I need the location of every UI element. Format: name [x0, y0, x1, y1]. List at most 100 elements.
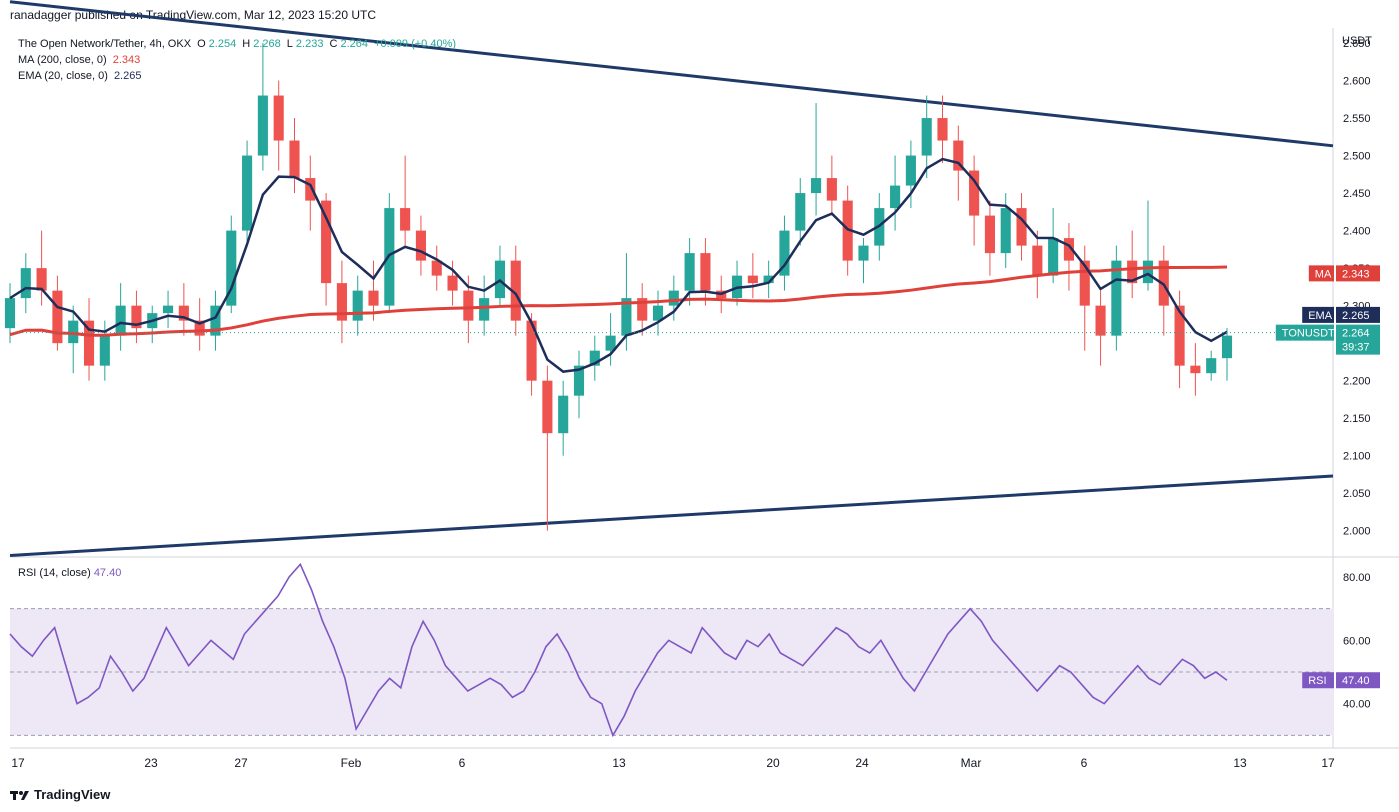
- price-tick-label: 2.600: [1343, 76, 1371, 88]
- candle-body: [305, 178, 316, 201]
- candle-body: [542, 380, 553, 434]
- rsi-tick-label: 60.00: [1343, 635, 1371, 647]
- time-tick-label: 13: [612, 756, 626, 770]
- price-tick-label: 2.200: [1343, 376, 1371, 388]
- price-tick-label: 2.000: [1343, 526, 1371, 538]
- candle-body: [99, 335, 110, 366]
- candle-body: [1048, 238, 1059, 276]
- candle-body: [415, 230, 426, 261]
- open-label: O: [197, 38, 206, 50]
- price-badge-tag: TONUSDT: [1282, 328, 1335, 340]
- time-tick-label: 17: [1321, 756, 1335, 770]
- currency-label: USDT: [1342, 35, 1372, 47]
- candle-body: [1206, 358, 1217, 374]
- candle-body: [589, 350, 600, 366]
- candle-body: [969, 170, 980, 216]
- candle-body: [1000, 208, 1011, 254]
- time-tick-label: 17: [11, 756, 25, 770]
- rsi-tick-label: 40.00: [1343, 699, 1371, 711]
- candle-body: [178, 305, 189, 321]
- candle-body: [1079, 260, 1090, 306]
- candle-body: [921, 118, 932, 156]
- candle-body: [858, 245, 869, 261]
- candle-body: [1221, 335, 1233, 359]
- candle-body: [273, 95, 284, 141]
- ema20-line: [9, 157, 1228, 373]
- symbol-row[interactable]: The Open Network/Tether, 4h, OKX O 2.254 …: [18, 36, 459, 52]
- candle-body: [605, 335, 616, 351]
- candle-body: [1095, 305, 1106, 336]
- ema-legend-row[interactable]: EMA (20, close, 0) 2.265: [18, 68, 459, 84]
- price-tick-label: 2.650: [1343, 38, 1371, 50]
- ma-badge-tag: MA: [1315, 268, 1332, 280]
- price-tick-label: 2.050: [1343, 488, 1371, 500]
- ma-badge-value-box: [1336, 265, 1380, 282]
- candle-body: [20, 268, 31, 299]
- price-badge: 2.264 TONUSDT 39:37: [1275, 324, 1380, 355]
- candle-body: [36, 268, 47, 291]
- price-tick-label: 2.100: [1343, 451, 1371, 463]
- rsi-badge-value: 47.40: [1342, 675, 1370, 687]
- candle-body: [937, 118, 948, 141]
- candle-body: [83, 320, 95, 366]
- time-tick-label: 6: [1081, 756, 1088, 770]
- candle-body: [811, 178, 822, 194]
- candle-body: [826, 178, 837, 201]
- candle-body: [226, 230, 237, 306]
- time-tick-label: 24: [855, 756, 869, 770]
- ema-badge-value: 2.265: [1342, 310, 1370, 322]
- ema-badge-tag-box: [1302, 306, 1334, 323]
- ma-legend-row[interactable]: MA (200, close, 0) 2.343: [18, 52, 459, 68]
- candle-body: [510, 260, 521, 321]
- candle-body: [463, 290, 474, 321]
- rsi-legend[interactable]: RSI (14, close) 47.40: [18, 567, 121, 579]
- ma200-line: [9, 265, 1228, 337]
- candle-body: [795, 193, 806, 231]
- candle-body: [1174, 305, 1185, 366]
- time-tick-label: 27: [234, 756, 248, 770]
- candle-body: [684, 253, 695, 291]
- ma-badge-value: 2.343: [1342, 268, 1370, 280]
- price-badge-tag-box: [1275, 324, 1334, 341]
- open-value: 2.254: [208, 38, 237, 50]
- candle-body: [779, 230, 790, 276]
- candle-body: [242, 155, 253, 231]
- low-value: 2.233: [295, 38, 324, 50]
- change-value: +0.009 (+0.40%): [374, 38, 457, 50]
- candle-body: [1127, 260, 1138, 284]
- candle-body: [573, 365, 585, 396]
- rsi-badge-value-box: [1336, 672, 1380, 689]
- ma-badge-tag-box: [1308, 265, 1334, 282]
- candle-body: [668, 290, 679, 306]
- price-tick-label: 2.450: [1343, 188, 1371, 200]
- candle-body: [368, 290, 379, 306]
- candle-body: [194, 320, 205, 336]
- candle-body: [621, 298, 632, 336]
- candle-body: [984, 215, 995, 254]
- rsi-badge-tag: RSI: [1308, 675, 1326, 687]
- ema-badge: 2.265 EMA: [1302, 306, 1380, 323]
- ma-badge: 2.343 MA: [1308, 265, 1380, 282]
- low-label: L: [286, 38, 293, 50]
- ma-legend-value: 2.343: [112, 54, 141, 66]
- price-badge-value: 2.264: [1342, 328, 1370, 340]
- price-tick-label: 2.550: [1343, 113, 1371, 125]
- symbol-label: The Open Network/Tether, 4h, OKX: [18, 38, 192, 50]
- rsi-legend-label: RSI (14, close): [18, 567, 91, 579]
- candle-body: [431, 260, 442, 276]
- candle-body: [115, 305, 126, 336]
- candle-body: [637, 298, 648, 321]
- candle-body: [447, 275, 458, 291]
- candle-body: [162, 305, 174, 314]
- candle-body: [1063, 238, 1075, 261]
- candle-body: [1016, 208, 1027, 246]
- rsi-badge: 47.40 RSI: [1302, 672, 1380, 689]
- price-tick-label: 2.500: [1343, 151, 1371, 163]
- trendline-lower: [9, 474, 1334, 557]
- close-value: 2.264: [340, 38, 368, 50]
- candle-body: [763, 275, 774, 284]
- footer-brand[interactable]: TradingView: [10, 787, 110, 802]
- candle-body: [558, 395, 569, 434]
- rsi-tick-label: 80.00: [1343, 572, 1371, 584]
